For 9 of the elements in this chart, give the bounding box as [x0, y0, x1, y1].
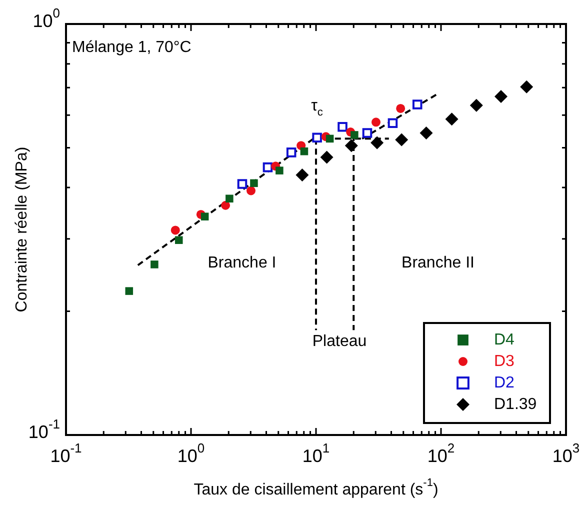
y-axis-title: Contrainte réelle (MPa) — [13, 146, 30, 312]
legend-label: D1.39 — [494, 396, 537, 413]
annotation: Branche I — [208, 254, 276, 272]
legend-label: D4 — [494, 331, 515, 348]
annotation: Branche II — [402, 254, 474, 272]
annotation: Mélange 1, 70°C — [72, 38, 192, 56]
annotation: Plateau — [312, 333, 367, 350]
legend-label: D3 — [494, 352, 515, 370]
legend-label: D2 — [494, 374, 515, 392]
